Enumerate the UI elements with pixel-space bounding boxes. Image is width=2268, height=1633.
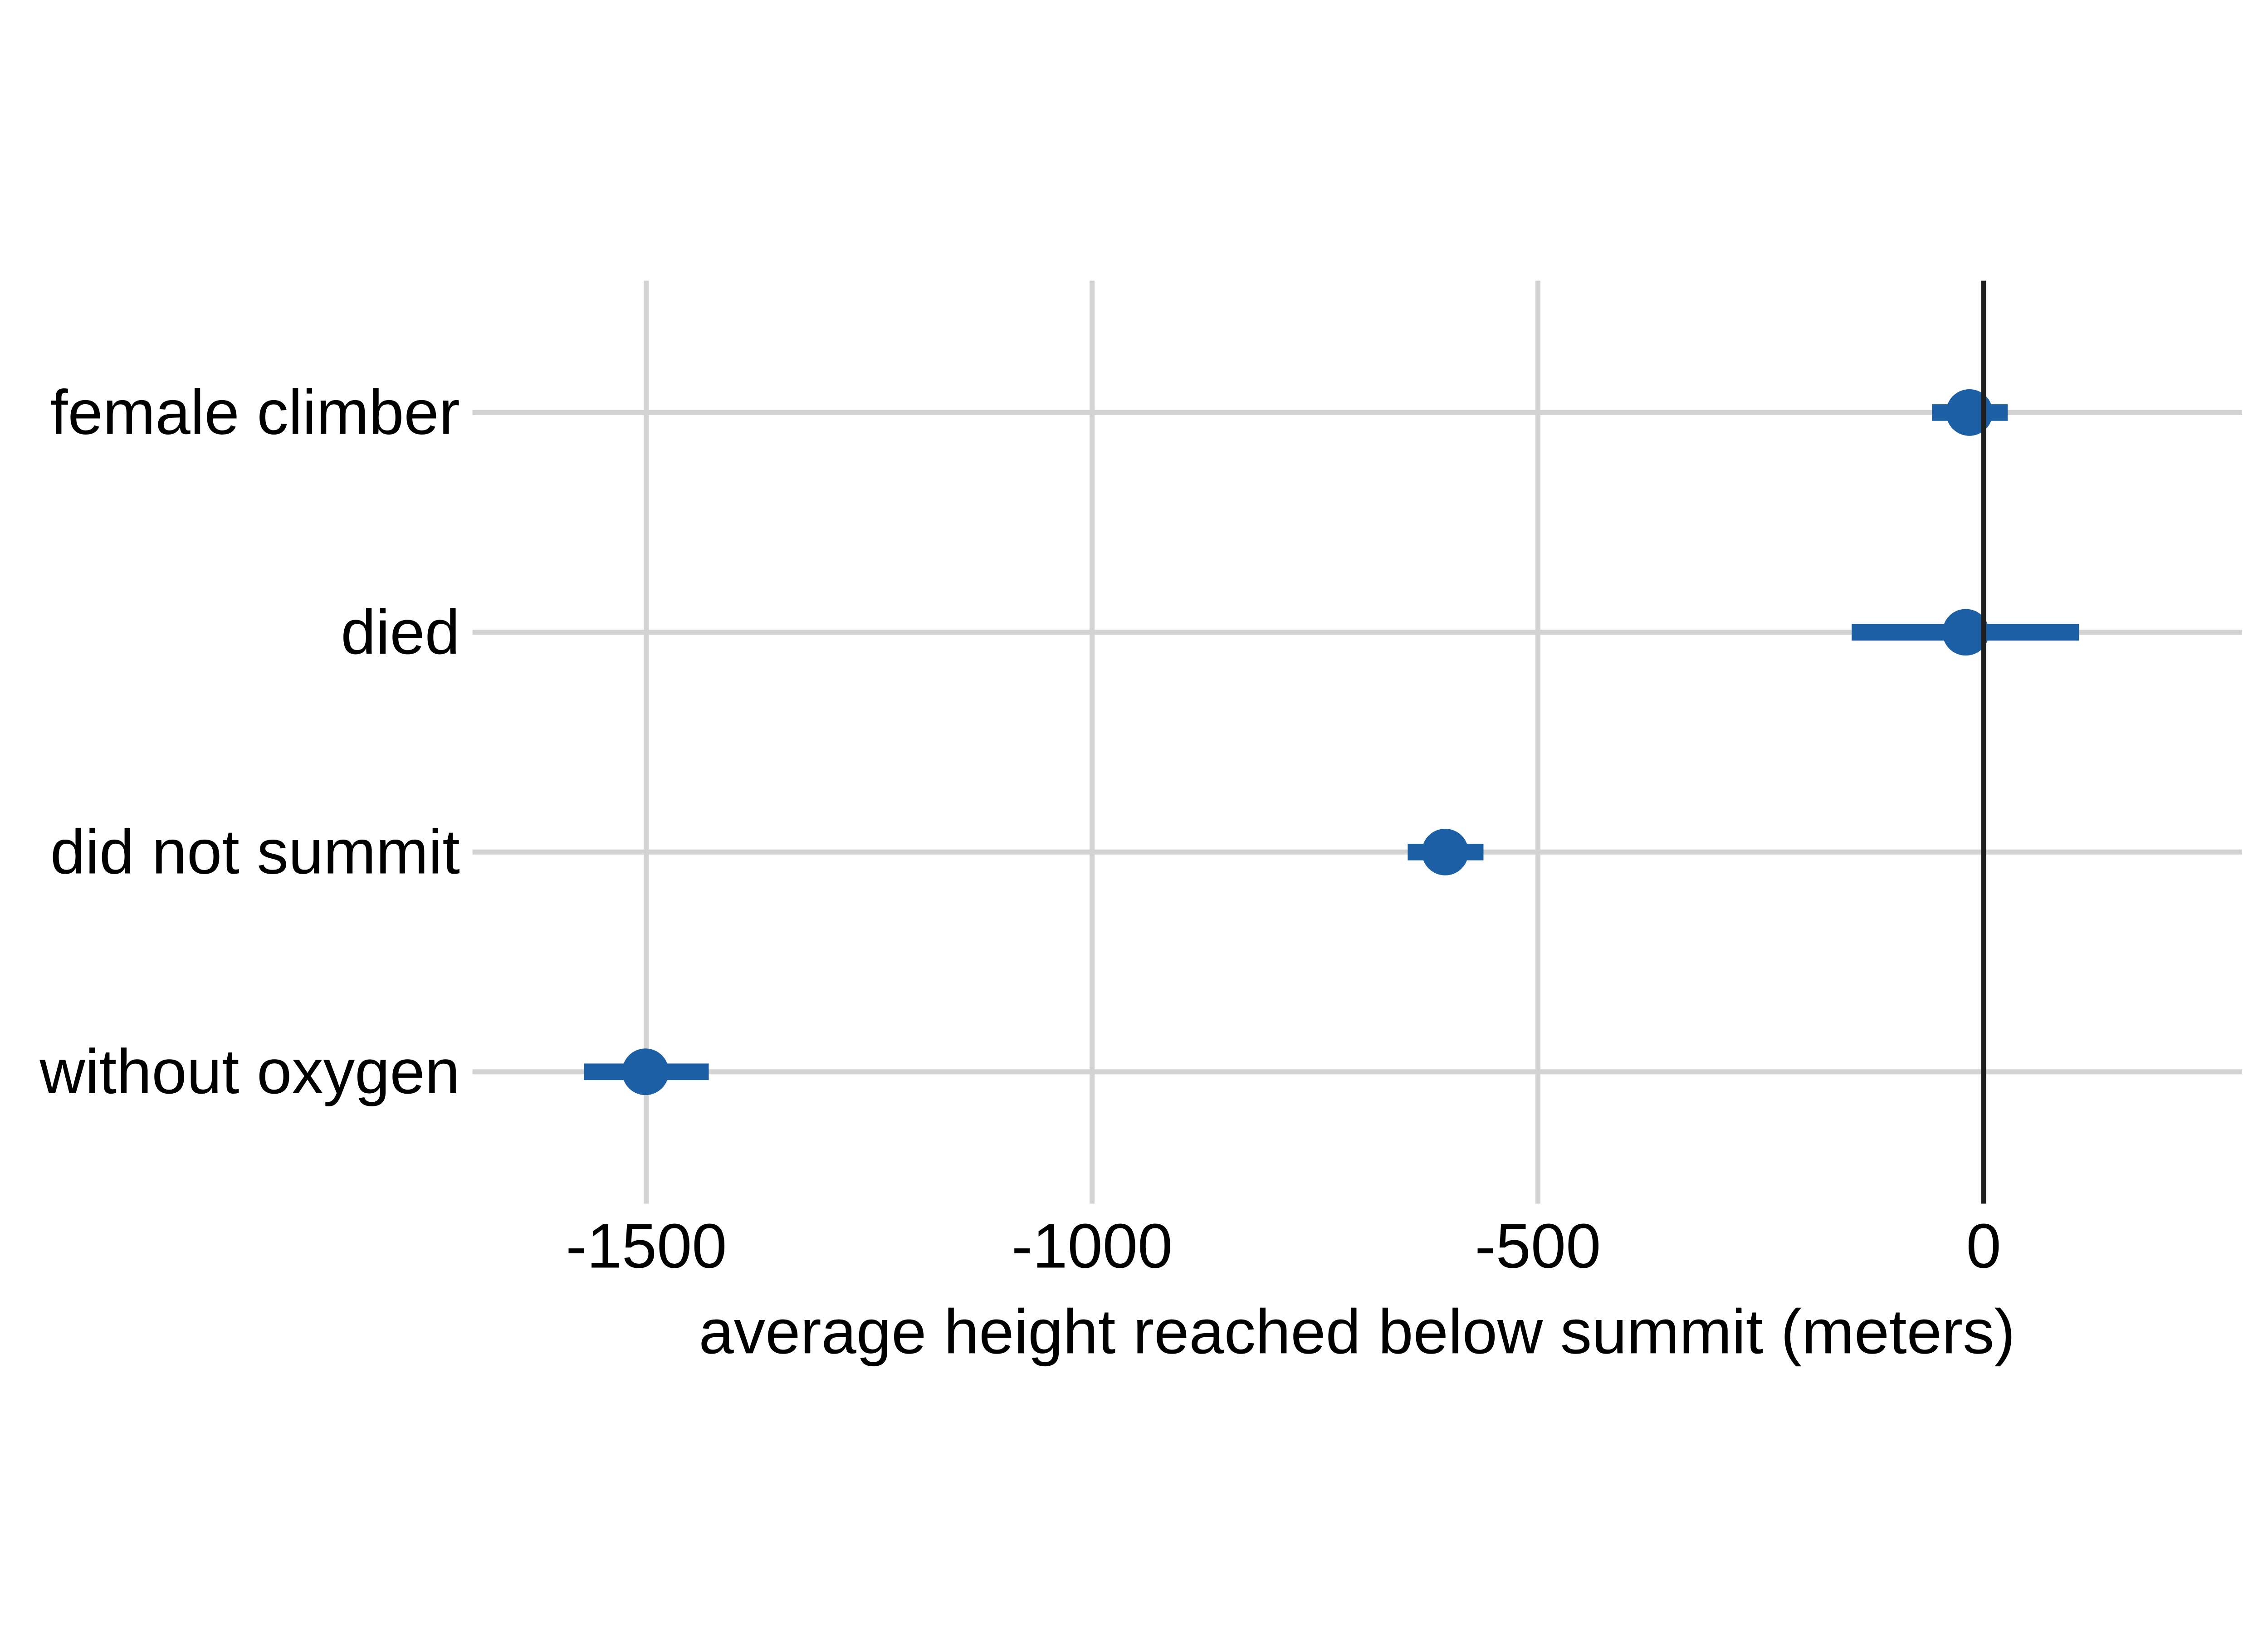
chart-svg: female climber died did not summit without …: [0, 249, 2268, 1384]
y-axis-category-label: without oxygen: [39, 1037, 459, 1107]
horizontal-gridlines: [472, 410, 2243, 1075]
estimate-dot: [1946, 389, 1993, 436]
estimate-dot: [622, 1048, 669, 1095]
error-bars: [584, 404, 2079, 1081]
x-axis-tick-labels: -1500 -1000 -500 0: [566, 1211, 2001, 1281]
x-axis-tick-label: -500: [1475, 1211, 1601, 1281]
y-axis-category-labels: female climber died did not summit without …: [39, 377, 459, 1107]
x-axis-tick-label: 0: [1966, 1211, 2001, 1281]
coefficient-plot-figure: female climber died did not summit without …: [0, 249, 2268, 1384]
x-axis-title: average height reached below summit (met…: [699, 1296, 2015, 1367]
y-axis-category-label: female climber: [50, 377, 460, 448]
estimate-dots: [622, 389, 1993, 1095]
estimate-dot: [1422, 828, 1469, 875]
y-axis-category-label: did not summit: [50, 817, 460, 887]
vertical-gridlines: [644, 280, 1986, 1204]
x-axis-tick-label: -1500: [566, 1211, 727, 1281]
y-axis-category-label: died: [341, 597, 460, 667]
x-axis-tick-label: -1000: [1012, 1211, 1173, 1281]
estimate-dot: [1942, 609, 1989, 656]
